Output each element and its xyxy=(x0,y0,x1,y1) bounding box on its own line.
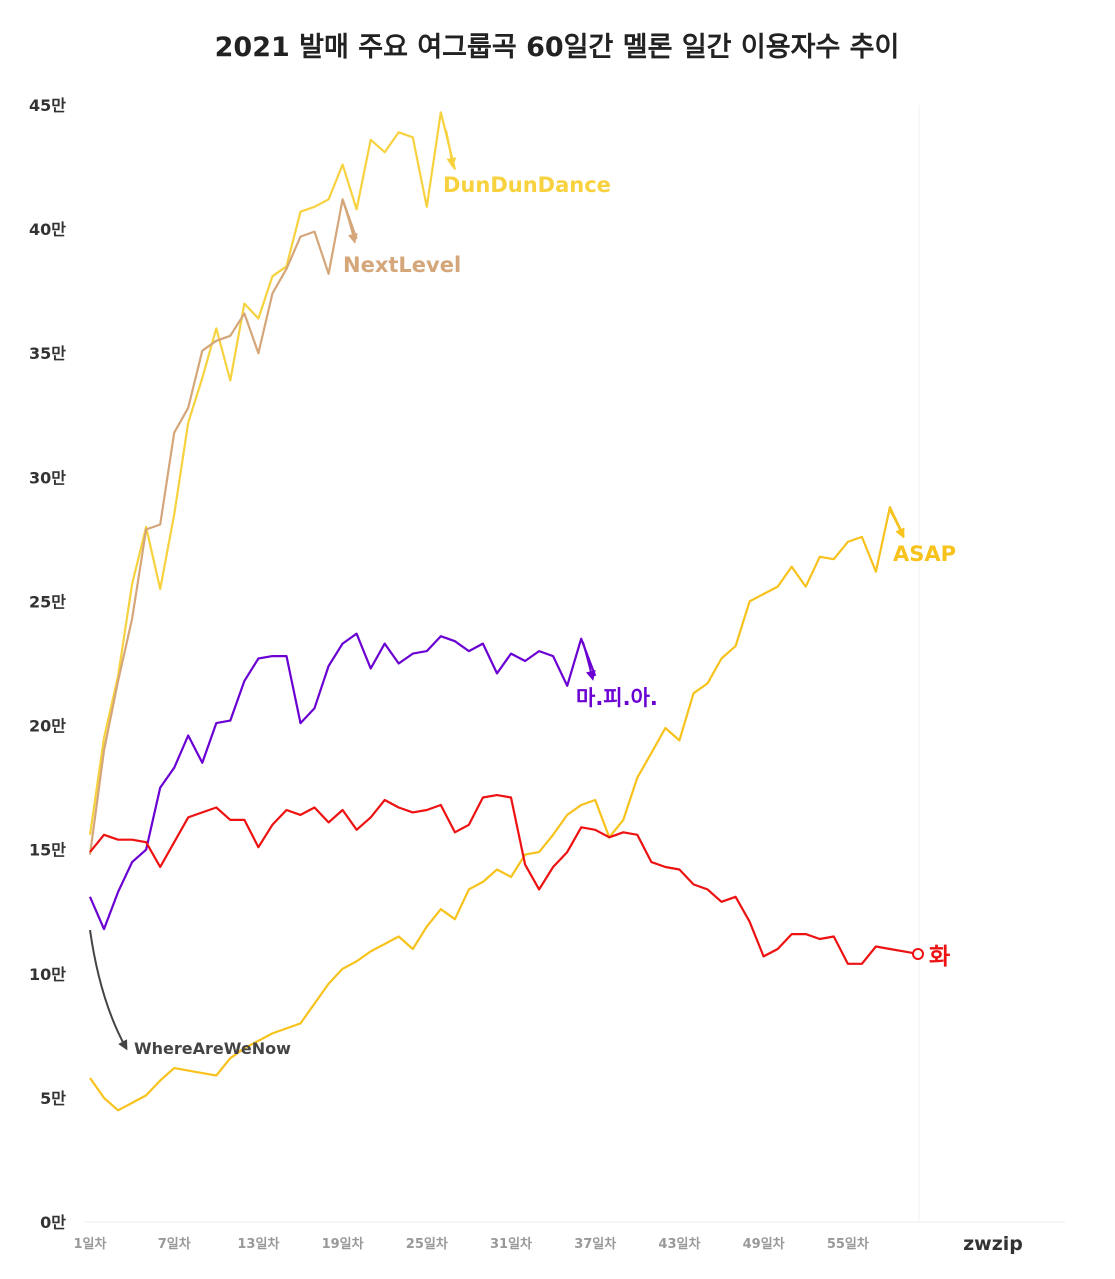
y-tick-label: 5만 xyxy=(40,1089,66,1108)
x-tick-label: 19일차 xyxy=(322,1236,364,1252)
y-tick-label: 10만 xyxy=(29,965,66,984)
series-line-wherearewenow xyxy=(90,929,132,1056)
chart-title: 2021 발매 주요 여그룹곡 60일간 멜론 일간 이용자수 추이 xyxy=(215,32,900,63)
y-tick-label: 20만 xyxy=(29,717,66,736)
series-line- xyxy=(88,632,597,931)
series-label-mafia: 마.피.아. xyxy=(576,686,658,710)
x-tick-label: 43일차 xyxy=(658,1236,700,1252)
y-tick-label: 40만 xyxy=(29,220,66,239)
x-tick-label: 37일차 xyxy=(574,1236,616,1252)
series-line-dundundance xyxy=(88,111,456,835)
end-marker-hwa xyxy=(912,948,924,960)
arrow-asap xyxy=(889,509,905,539)
x-tick-label: 49일차 xyxy=(743,1236,785,1252)
y-axis: 0만 5만 10만 15만 20만 25만 30만 35만 40만 45만 xyxy=(29,96,66,1232)
x-axis: 1일차 7일차 13일차 19일차 25일차 31일차 37일차 43일차 49일차 55일차 xyxy=(74,1236,869,1252)
y-tick-label: 25만 xyxy=(29,592,66,611)
y-tick-label: 0만 xyxy=(40,1213,66,1232)
series-label-dundundance: DunDunDance xyxy=(443,173,611,197)
series-label-wherearewenow: WhereAreWeNow xyxy=(134,1039,291,1058)
arrow-dundundance xyxy=(445,129,457,168)
arrow-mafia xyxy=(582,641,596,681)
series-label-nextlevel: NextLevel xyxy=(343,253,461,277)
x-tick-label: 25일차 xyxy=(406,1236,448,1252)
series-line-nextlevel xyxy=(88,198,358,855)
y-tick-label: 35만 xyxy=(29,344,66,363)
arrow-wherearewenow xyxy=(89,929,128,1051)
x-tick-label: 31일차 xyxy=(490,1236,532,1252)
watermark: zwzip xyxy=(963,1233,1023,1255)
series-label-hwa: 화 xyxy=(929,944,950,970)
series-label-asap: ASAP xyxy=(893,542,956,566)
series-line- xyxy=(89,793,919,965)
y-tick-label: 30만 xyxy=(29,468,66,487)
x-tick-label: 55일차 xyxy=(827,1236,869,1252)
series-group xyxy=(88,111,919,1112)
x-tick-label: 1일차 xyxy=(74,1236,107,1252)
x-tick-label: 13일차 xyxy=(237,1236,279,1252)
arrow-nextlevel xyxy=(342,200,358,244)
y-tick-label: 15만 xyxy=(29,841,66,860)
series-line-asap xyxy=(89,506,905,1112)
x-tick-label: 7일차 xyxy=(158,1236,191,1252)
y-tick-label: 45만 xyxy=(29,96,66,115)
